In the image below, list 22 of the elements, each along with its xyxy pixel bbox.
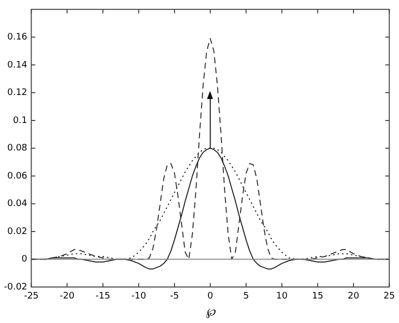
- x-tick-label: -25: [24, 292, 39, 302]
- y-tick-label: 0.1: [12, 116, 28, 126]
- x-tick-label: 15: [312, 292, 324, 302]
- x-tick-label: 10: [276, 292, 288, 302]
- y-tick-label: 0.04: [7, 199, 28, 210]
- x-tick-label: -5: [170, 292, 179, 302]
- y-tick-label: 0.02: [7, 226, 28, 237]
- x-tick-label: -15: [96, 292, 110, 302]
- x-tick-label: -20: [60, 292, 75, 302]
- y-tick-label: 0.16: [7, 32, 28, 43]
- y-tick-label: 0.06: [7, 171, 28, 182]
- y-tick-label: 0.12: [7, 88, 28, 98]
- x-tick-label: -10: [131, 292, 146, 302]
- x-tick-label: 5: [243, 292, 249, 302]
- x-tick-label: 0: [207, 292, 214, 302]
- y-tick-label: 0.14: [7, 60, 28, 70]
- x-axis-title: ℘: [206, 305, 216, 318]
- x-tick-label: 25: [384, 292, 395, 302]
- y-tick-label: 0: [22, 254, 28, 265]
- y-tick-label: 0.08: [7, 144, 28, 154]
- y-tick-label: -0.02: [4, 282, 28, 292]
- x-tick-label: 20: [348, 292, 360, 302]
